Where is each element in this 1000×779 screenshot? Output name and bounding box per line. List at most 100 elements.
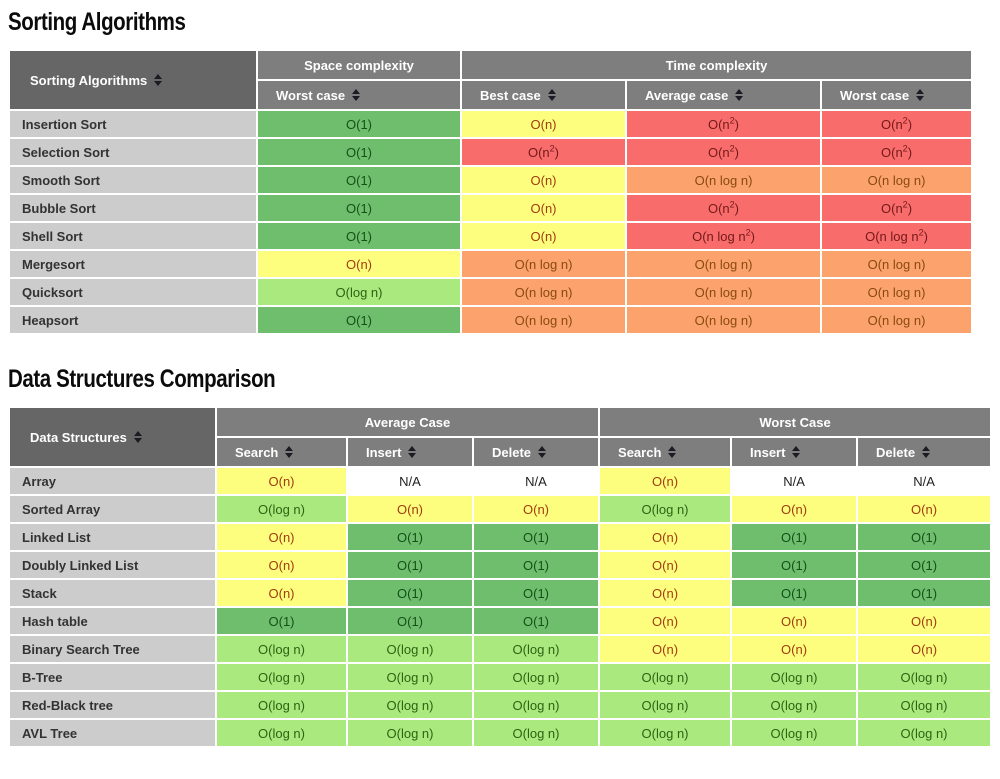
complexity-cell: O(n) — [217, 552, 346, 578]
complexity-cell: N/A — [474, 468, 599, 494]
column-header-label: Delete — [492, 444, 532, 460]
table-row: Quicksort O(log n) O(n log n) O(n log n) O(n… — [10, 279, 972, 305]
row-label-smooth-sort: Smooth Sort — [10, 167, 256, 193]
complexity-cell: O(n2) — [822, 111, 972, 137]
row-label-doubly-linked-list: Doubly Linked List — [10, 552, 215, 578]
row-label-array: Array — [10, 468, 215, 494]
sort-icon — [668, 446, 677, 459]
complexity-cell: O(1) — [348, 608, 472, 634]
row-label-linked-list: Linked List — [10, 524, 215, 550]
complexity-cell: O(1) — [258, 111, 460, 137]
complexity-cell: O(n) — [217, 468, 346, 494]
row-label-mergesort: Mergesort — [10, 251, 256, 277]
sort-icon — [735, 89, 744, 102]
complexity-cell: O(1) — [258, 307, 460, 333]
delete-column-header-5[interactable]: Delete — [858, 438, 991, 466]
column-header-label: Average case — [645, 87, 729, 103]
complexity-cell: O(n) — [217, 580, 346, 606]
table-row: Insertion Sort O(1) O(n) O(n2) O(n2) — [10, 111, 972, 137]
complexity-cell: O(log n) — [348, 692, 472, 718]
complexity-cell: O(n) — [462, 111, 625, 137]
complexity-cell: O(log n) — [474, 664, 599, 690]
complexity-cell: O(n log n) — [822, 307, 972, 333]
complexity-cell: O(1) — [732, 580, 857, 606]
row-label-sorted-array: Sorted Array — [10, 496, 215, 522]
table-row: Stack O(n) O(1) O(1) O(n) O(1) O(1) — [10, 580, 991, 606]
complexity-cell: O(n) — [600, 524, 731, 550]
insert-column-header-1[interactable]: Insert — [348, 438, 472, 466]
complexity-cell: O(n) — [858, 608, 991, 634]
complexity-cell: O(log n) — [217, 664, 346, 690]
table-row: Red-Black tree O(log n) O(log n) O(log n) O(… — [10, 692, 991, 718]
complexity-cell: O(n) — [217, 524, 346, 550]
sort-icon — [352, 89, 361, 102]
complexity-cell: O(log n) — [258, 279, 460, 305]
sort-icon — [408, 446, 417, 459]
space-complexity-group-header: Space complexity — [258, 51, 460, 79]
complexity-cell: O(1) — [258, 167, 460, 193]
complexity-cell: N/A — [348, 468, 472, 494]
table-row: Array O(n) N/A N/A O(n) N/A N/A — [10, 468, 991, 494]
complexity-cell: O(1) — [858, 552, 991, 578]
search-column-header-0[interactable]: Search — [217, 438, 346, 466]
complexity-cell: O(1) — [348, 552, 472, 578]
worst-case-column-header-0[interactable]: Worst case — [258, 81, 460, 109]
complexity-cell: O(1) — [348, 580, 472, 606]
complexity-cell: O(1) — [474, 524, 599, 550]
insert-column-header-4[interactable]: Insert — [732, 438, 857, 466]
search-column-header-3[interactable]: Search — [600, 438, 731, 466]
table-row: Smooth Sort O(1) O(n) O(n log n) O(n log n) — [10, 167, 972, 193]
table-row: B-Tree O(log n) O(log n) O(log n) O(log n) O(… — [10, 664, 991, 690]
complexity-cell: O(n log n) — [627, 279, 820, 305]
complexity-cell: O(1) — [474, 580, 599, 606]
complexity-cell: O(log n) — [858, 720, 991, 746]
complexity-cell: O(log n) — [732, 720, 857, 746]
complexity-cell: O(n) — [600, 608, 731, 634]
complexity-cell: O(log n) — [600, 664, 731, 690]
complexity-cell: O(n) — [600, 580, 731, 606]
complexity-cell: O(n log n2) — [627, 223, 820, 249]
complexity-cell: O(1) — [858, 524, 991, 550]
complexity-cell: O(log n) — [732, 692, 857, 718]
complexity-cell: O(n log n) — [462, 279, 625, 305]
complexity-cell: O(n log n) — [627, 167, 820, 193]
best-case-column-header-1[interactable]: Best case — [462, 81, 625, 109]
delete-column-header-2[interactable]: Delete — [474, 438, 599, 466]
complexity-cell: O(log n) — [732, 664, 857, 690]
average-case-column-header-2[interactable]: Average case — [627, 81, 820, 109]
complexity-cell: O(log n) — [348, 720, 472, 746]
sorting-algorithms-corner-header[interactable]: Sorting Algorithms — [10, 51, 256, 109]
complexity-cell: N/A — [858, 468, 991, 494]
row-label-avl-tree: AVL Tree — [10, 720, 215, 746]
complexity-cell: O(n2) — [627, 111, 820, 137]
sort-icon — [154, 74, 163, 87]
column-header-label: Worst case — [276, 87, 346, 103]
row-label-heapsort: Heapsort — [10, 307, 256, 333]
complexity-cell: O(1) — [732, 552, 857, 578]
complexity-cell: O(n) — [600, 552, 731, 578]
complexity-cell: O(log n) — [600, 692, 731, 718]
complexity-cell: O(n) — [600, 468, 731, 494]
complexity-cell: O(n) — [462, 195, 625, 221]
worst-case-group-header: Worst Case — [600, 408, 991, 436]
complexity-cell: O(n2) — [627, 195, 820, 221]
complexity-cell: O(n) — [462, 167, 625, 193]
complexity-cell: O(log n) — [858, 664, 991, 690]
complexity-cell: O(n log n) — [822, 167, 972, 193]
column-header-label: Search — [235, 444, 279, 460]
worst-case-column-header-3[interactable]: Worst case — [822, 81, 972, 109]
data-structures-title: Data Structures Comparison — [8, 365, 276, 393]
row-label-selection-sort: Selection Sort — [10, 139, 256, 165]
complexity-cell: O(1) — [258, 139, 460, 165]
data-structures-corner-header[interactable]: Data Structures — [10, 408, 215, 466]
complexity-cell: O(log n) — [474, 720, 599, 746]
complexity-cell: O(n log n) — [462, 307, 625, 333]
complexity-cell: O(n) — [858, 496, 991, 522]
table-row: Hash table O(1) O(1) O(1) O(n) O(n) O(n) — [10, 608, 991, 634]
row-label-shell-sort: Shell Sort — [10, 223, 256, 249]
complexity-cell: O(n) — [732, 636, 857, 662]
complexity-cell: O(1) — [474, 552, 599, 578]
column-header-label: Insert — [750, 444, 786, 460]
complexity-cell: O(n) — [348, 496, 472, 522]
column-header-label: Delete — [876, 444, 916, 460]
